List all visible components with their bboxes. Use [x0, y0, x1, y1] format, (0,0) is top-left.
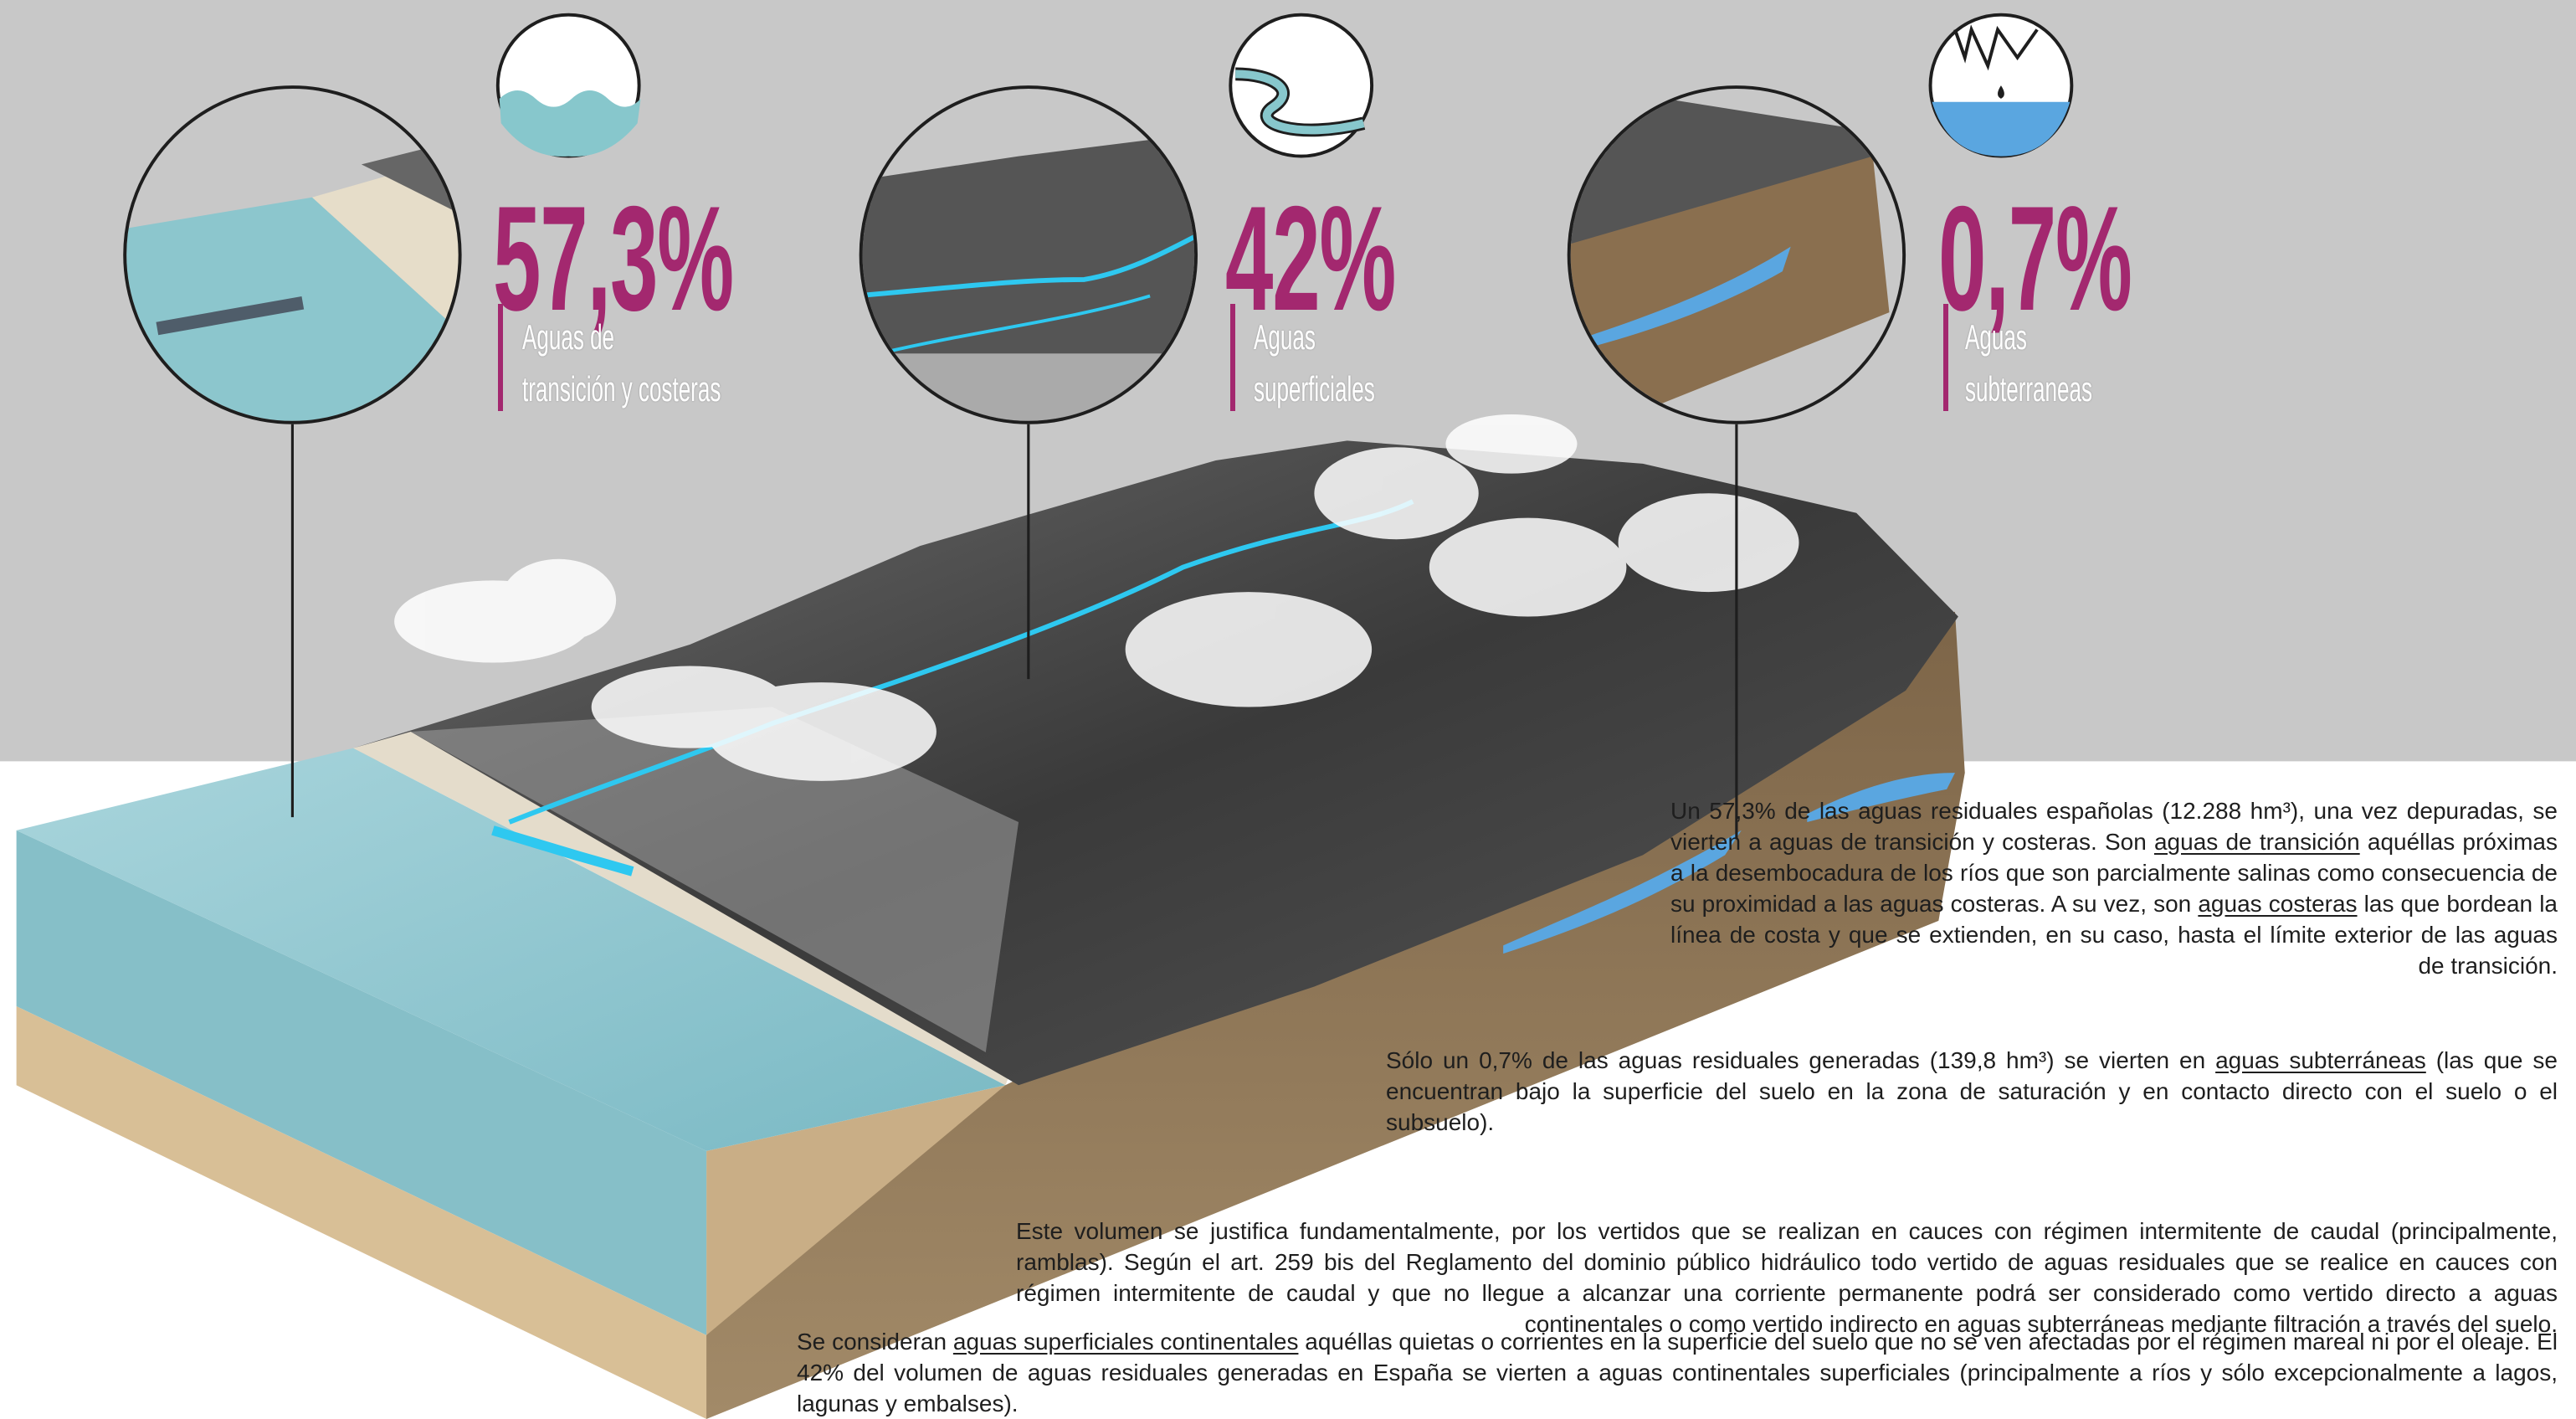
text-run: Un 57,3% de las aguas residuales español… [1670, 798, 2558, 855]
stat-label-line: Aguas [1965, 317, 2027, 357]
stat-label-line: superficiales [1254, 369, 1375, 409]
stat-bar [1230, 304, 1235, 411]
text-run: aquéllas próximas a la desembocadura de … [1670, 829, 2558, 917]
underlined-term: aguas subterráneas [2215, 1047, 2426, 1073]
stat-label: Aguas de transición y costeras [522, 311, 721, 415]
pointer-lines [290, 424, 1738, 839]
stat-label-line: transición y costeras [522, 369, 721, 409]
text-run: (las que se encuentran bajo la superfici… [1386, 1047, 2558, 1135]
stat-value: 57,3% [493, 175, 734, 342]
text-run: las que bordean la línea de costa y que … [1670, 891, 2558, 979]
stat-label-line: Aguas de [522, 317, 615, 357]
zoom-circle [123, 85, 1906, 424]
paragraph: Se consideran aguas superficiales contin… [797, 1326, 2558, 1419]
text-run: aquéllas quietas o corrientes en la supe… [797, 1329, 2558, 1416]
icon [495, 13, 2074, 158]
stat-value: 0,7% [1938, 175, 2132, 342]
underlined-term: aguas de transición [2153, 829, 2360, 855]
text-run: Este volumen se justifica fundamentalmen… [1016, 1218, 2558, 1337]
stat-bar [1943, 304, 1948, 411]
underlined-term: aguas costeras [2198, 891, 2358, 917]
stat-label: Aguas superficiales [1254, 311, 1375, 415]
text-run: Sólo un 0,7% de las aguas residuales gen… [1386, 1047, 2216, 1073]
stat-label: Aguas subterraneas [1965, 311, 2092, 415]
clouds [394, 414, 1799, 781]
underlined-term: aguas superficiales continentales [952, 1329, 1299, 1355]
stat-label-line: Aguas [1254, 317, 1316, 357]
paragraph: Sólo un 0,7% de las aguas residuales gen… [1386, 1045, 2558, 1138]
stat-label-line: subterraneas [1965, 369, 2092, 409]
paragraph: Un 57,3% de las aguas residuales español… [1670, 795, 2558, 981]
stat-value: 42% [1225, 175, 1396, 342]
text-run: Se consideran [797, 1329, 953, 1355]
paragraph: Este volumen se justifica fundamentalmen… [1016, 1216, 2558, 1339]
stat-bar [498, 304, 503, 411]
